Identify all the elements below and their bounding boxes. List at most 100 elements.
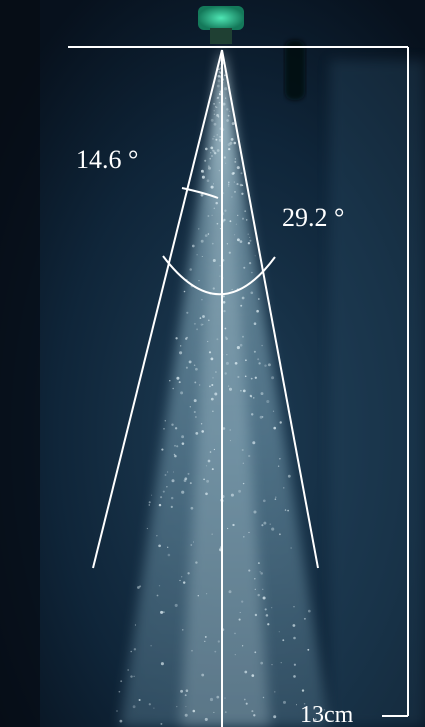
droplet — [254, 376, 257, 379]
droplet — [227, 143, 231, 147]
spray-core — [180, 48, 270, 727]
droplet — [215, 201, 218, 205]
droplet — [180, 391, 184, 395]
droplet — [158, 585, 161, 587]
droplet — [261, 524, 264, 527]
droplet — [243, 266, 246, 269]
droplet — [293, 636, 296, 640]
droplet — [167, 553, 171, 557]
droplet — [148, 501, 151, 504]
droplet — [192, 709, 196, 713]
droplet — [207, 215, 210, 217]
droplet — [148, 703, 151, 706]
droplet — [213, 151, 217, 155]
droplet — [233, 181, 235, 183]
droplet — [204, 635, 207, 638]
droplet — [227, 185, 230, 187]
droplet — [170, 505, 173, 509]
droplet — [307, 609, 311, 613]
droplet — [195, 416, 197, 418]
droplet — [193, 364, 196, 366]
droplet — [252, 441, 256, 445]
full-angle-arc — [162, 255, 276, 296]
droplet — [229, 440, 231, 442]
droplet — [158, 544, 161, 548]
droplet — [250, 377, 253, 380]
droplet — [204, 717, 208, 721]
droplet — [201, 298, 203, 301]
droplet — [292, 624, 296, 627]
droplet — [167, 471, 169, 473]
droplet — [216, 222, 219, 225]
droplet — [214, 392, 218, 396]
droplet — [162, 490, 165, 493]
droplet — [243, 698, 246, 701]
droplet — [253, 714, 256, 717]
droplet — [231, 196, 233, 198]
droplet — [231, 122, 235, 126]
droplet — [201, 673, 205, 677]
droplet — [219, 68, 221, 70]
droplet — [228, 251, 231, 254]
droplet — [192, 541, 195, 543]
droplet — [209, 385, 211, 388]
droplet — [173, 453, 176, 456]
droplet — [199, 384, 201, 386]
droplet — [160, 662, 164, 666]
droplet — [170, 496, 174, 500]
droplet — [211, 383, 214, 387]
droplet — [164, 420, 166, 422]
droplet — [195, 561, 198, 564]
droplet — [189, 268, 192, 271]
droplet — [161, 448, 164, 451]
droplet — [202, 323, 204, 325]
droplet — [190, 506, 194, 510]
droplet — [253, 322, 257, 326]
droplet — [218, 93, 221, 95]
droplet — [195, 367, 198, 371]
droplet — [210, 152, 212, 154]
droplet — [250, 413, 254, 416]
droplet — [254, 588, 256, 590]
droplet — [174, 454, 177, 458]
droplet — [226, 108, 229, 111]
droplet — [207, 459, 211, 463]
droplet — [182, 629, 184, 631]
droplet — [175, 337, 178, 340]
droplet — [245, 359, 247, 362]
droplet — [200, 423, 203, 425]
droplet — [282, 639, 285, 642]
droplet — [274, 498, 277, 500]
droplet — [210, 185, 214, 189]
droplet — [258, 362, 261, 365]
droplet — [187, 472, 190, 475]
droplet — [133, 675, 135, 677]
droplet — [118, 690, 121, 693]
droplet — [256, 309, 259, 313]
droplet — [217, 640, 220, 643]
droplet — [213, 711, 215, 713]
droplet — [160, 610, 164, 614]
droplet — [239, 183, 243, 187]
droplet — [184, 713, 188, 717]
droplet — [222, 301, 226, 304]
droplet — [216, 134, 218, 136]
droplet — [228, 181, 230, 184]
droplet — [234, 160, 237, 163]
droplet — [212, 150, 216, 153]
droplet — [217, 96, 220, 99]
droplet — [120, 680, 123, 683]
droplet — [273, 426, 277, 430]
droplet — [263, 521, 267, 525]
droplet — [271, 376, 275, 380]
droplet — [225, 337, 228, 341]
droplet — [213, 122, 217, 126]
droplet — [236, 166, 240, 170]
droplet — [183, 479, 187, 482]
droplet — [284, 509, 287, 511]
droplet — [132, 705, 136, 709]
droplet — [179, 351, 183, 355]
droplet — [202, 315, 205, 318]
droplet — [260, 572, 263, 575]
droplet — [213, 110, 215, 112]
